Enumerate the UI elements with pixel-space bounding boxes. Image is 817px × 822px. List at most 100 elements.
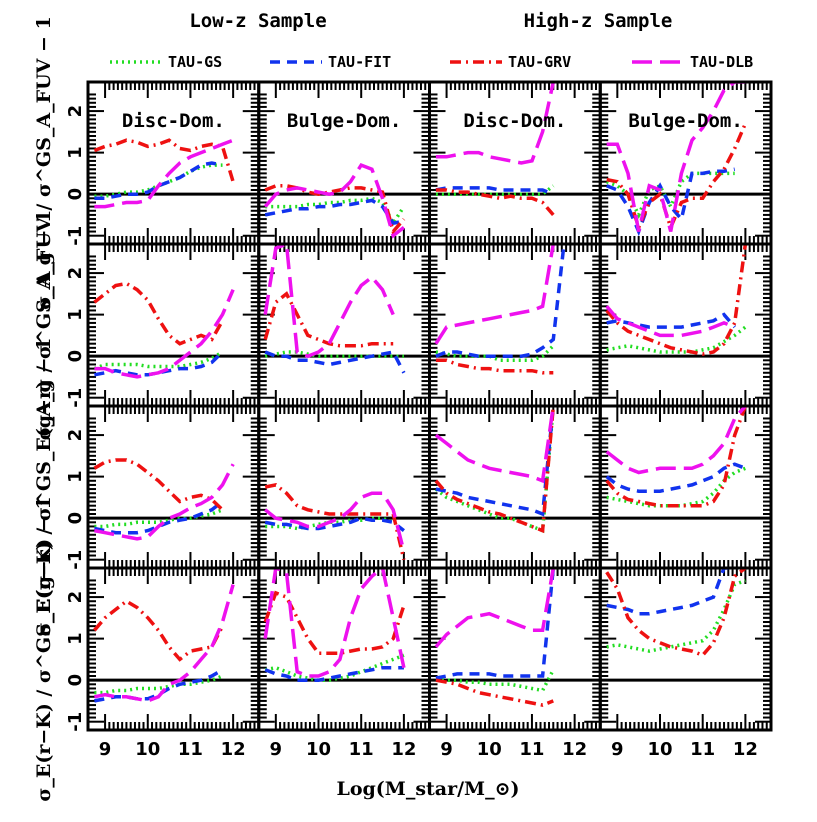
series-line-tau-dlb [263, 244, 395, 359]
series-line-tau-dlb [435, 82, 556, 165]
x-tick-label: 9 [99, 739, 112, 760]
series-line-tau-grv [606, 122, 748, 233]
series-line-tau-grv [93, 281, 225, 346]
series-line-tau-fit [94, 668, 224, 703]
series-line-tau-dlb [263, 162, 405, 239]
series-line-tau-fit [264, 198, 405, 226]
series-line-tau-dlb [94, 463, 235, 541]
series-line-tau-gs [606, 578, 747, 653]
series-line-tau-fit [435, 186, 554, 196]
legend-label-tau-fit: TAU-FIT [328, 53, 391, 71]
row-ylabel: σ_E(g−r) / σ^GS_E(g−r) − 1 [33, 338, 55, 637]
series-line-tau-dlb [434, 568, 556, 649]
series-line-tau-dlb [434, 406, 556, 484]
panel-r2-c2 [428, 404, 602, 570]
panel-r3-c1: 9 10 11 12 [257, 566, 431, 760]
y-tick-label: 0 [65, 350, 86, 363]
series-line-tau-grv [93, 458, 224, 512]
panel-frame [428, 404, 602, 570]
y-tick-label: -1 [65, 226, 86, 246]
series-line-tau-dlb [263, 568, 406, 678]
series-line-tau-dlb [605, 305, 736, 338]
series-line-tau-fit [606, 312, 737, 329]
series-line-tau-dlb [94, 584, 235, 703]
series-line-tau-gs [435, 344, 555, 363]
y-axis-labels: σ_A_FUV / σ^GS_A_FUV − 1σ_A_g / σ^GS_A_g… [33, 16, 55, 801]
x-tick-label: 9 [270, 739, 283, 760]
series-line-tau-fit [264, 665, 404, 682]
row-ylabel: σ_E(r−K) / σ^GS_E(r−K) − 1 [33, 496, 55, 801]
panel-frame [86, 404, 261, 570]
x-tick-label: 11 [178, 739, 203, 760]
row-ylabel: σ_A_FUV / σ^GS_A_FUV − 1 [33, 16, 55, 310]
series-line-tau-fit [435, 568, 556, 680]
series-line-tau-dlb [94, 289, 235, 379]
y-tick-label: 1 [65, 632, 86, 645]
x-tick-label: 11 [519, 739, 544, 760]
panel-r1-c0: -1 0 1 2 [65, 242, 261, 408]
x-tick-label: 10 [477, 739, 502, 760]
panel-r2-c1 [257, 404, 431, 570]
panel-r0-c0: Disc-Dom. -1 0 1 2 [65, 80, 261, 246]
series-line-tau-fit [94, 161, 223, 201]
x-tick-label: 11 [349, 739, 374, 760]
y-tick-label: -1 [65, 712, 86, 732]
series-line-tau-gs [435, 184, 555, 196]
x-tick-label: 12 [391, 739, 416, 760]
legend-label-tau-gs: TAU-GS [168, 53, 222, 71]
row-ylabel: σ_A_g / σ^GS_A_g − 1 [33, 210, 55, 440]
x-tick-label: 11 [690, 739, 715, 760]
x-tick-label: 10 [647, 739, 672, 760]
y-tick-label: 0 [65, 188, 86, 201]
series-line-tau-dlb [605, 406, 747, 475]
y-tick-label: 0 [65, 512, 86, 525]
panel-frame [257, 566, 431, 732]
panel-r1-c3 [598, 242, 773, 408]
y-tick-label: -1 [65, 388, 86, 408]
series-line-tau-grv [435, 188, 555, 217]
series-line-tau-grv [434, 406, 556, 534]
series-line-tau-gs [435, 668, 555, 693]
x-tick-label: 12 [562, 739, 587, 760]
panel-frame [598, 566, 773, 732]
series-line-tau-gs [94, 674, 224, 695]
panel-title: Bulge-Dom. [287, 110, 401, 132]
series-line-tau-gs [93, 350, 224, 371]
x-tick-label: 10 [135, 739, 160, 760]
series-line-tau-grv [93, 138, 235, 183]
y-tick-label: 2 [65, 267, 86, 280]
series-line-tau-fit [264, 516, 405, 532]
series-line-tau-fit [94, 350, 224, 377]
x-tick-label: 12 [221, 739, 246, 760]
panel-title: Bulge-Dom. [628, 110, 742, 132]
panel-frame [86, 80, 261, 246]
y-tick-label: 0 [65, 674, 86, 687]
series-line-tau-fit [435, 406, 556, 517]
y-tick-label: 2 [65, 429, 86, 442]
x-tick-label: 9 [440, 739, 453, 760]
series-line-tau-grv [435, 678, 554, 707]
y-tick-label: 2 [65, 591, 86, 604]
panel-frame [257, 242, 431, 408]
panel-r0-c1: Bulge-Dom. [257, 80, 431, 246]
series-line-tau-fit [264, 350, 406, 374]
series-line-tau-grv [264, 483, 406, 561]
series-line-tau-grv [605, 406, 748, 508]
y-tick-label: 1 [65, 146, 86, 159]
series-line-tau-grv [263, 590, 406, 655]
x-axis-label: Log(M_star/M_⊙) [336, 778, 519, 800]
header-high-z: High-z Sample [524, 10, 673, 32]
panel-r1-c2 [428, 242, 602, 408]
series-line-tau-grv [93, 599, 225, 662]
panel-r0-c2: Disc-Dom. [428, 80, 602, 246]
panel-frame [86, 566, 261, 732]
panel-title: Disc-Dom. [122, 110, 225, 132]
x-axis-title: Log(M_star/M_⊙) [336, 778, 519, 800]
panel-r3-c3: 9 10 11 12 [598, 566, 773, 760]
header-low-z: Low-z Sample [189, 10, 326, 32]
series-line-tau-fit [605, 462, 747, 493]
x-tick-label: 10 [306, 739, 331, 760]
